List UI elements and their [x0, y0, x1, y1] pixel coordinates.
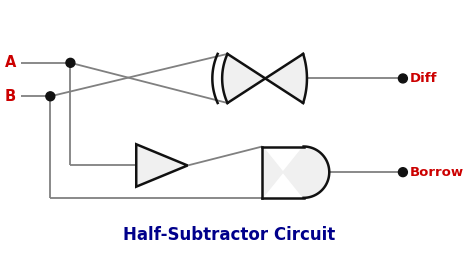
Polygon shape	[136, 144, 188, 187]
Circle shape	[399, 74, 407, 83]
Circle shape	[46, 92, 55, 101]
Polygon shape	[222, 54, 307, 103]
Text: Half-Subtractor Circuit: Half-Subtractor Circuit	[123, 226, 335, 244]
Circle shape	[399, 168, 407, 177]
Text: B: B	[5, 89, 16, 104]
Circle shape	[66, 58, 75, 67]
Text: Diff: Diff	[410, 72, 437, 85]
Text: A: A	[5, 55, 16, 70]
Polygon shape	[262, 147, 329, 198]
Text: Borrow: Borrow	[410, 166, 464, 179]
